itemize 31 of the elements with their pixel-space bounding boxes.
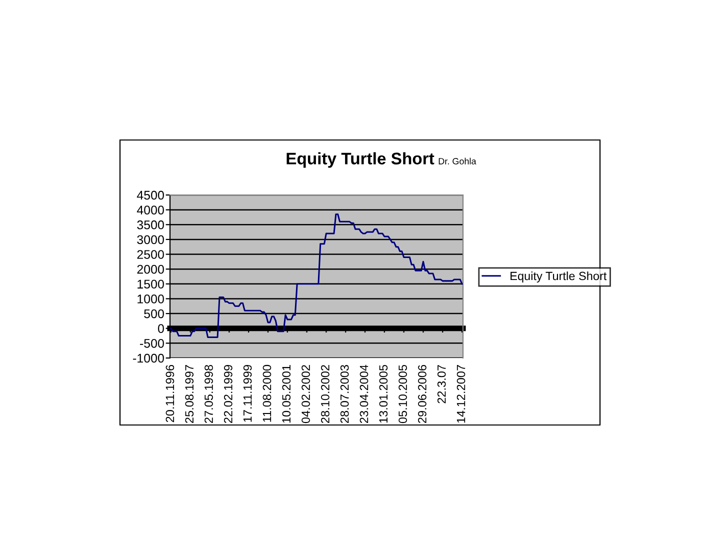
x-tick-label: 17.11.1999: [243, 365, 252, 422]
legend-label: Equity Turtle Short: [510, 271, 607, 283]
x-tick-label: 22.3.07: [437, 365, 446, 404]
x-tick-label: 28.10.2002: [321, 365, 330, 423]
x-tick-label: 11.08.2000: [262, 364, 272, 422]
x-tick-label: 22.02.1999: [224, 365, 232, 423]
y-tick-label: 1000: [138, 294, 164, 304]
y-tick-label: 3500: [137, 220, 164, 230]
y-tick-label: 500: [144, 309, 164, 318]
y-tick-label: 1500: [138, 280, 164, 289]
x-tick-label: 14.12.2007: [456, 365, 466, 423]
x-tick-label: 20.11.1996: [166, 364, 174, 422]
x-tick-label: 23.04.2004: [360, 364, 368, 423]
x-tick-label: 05.10.2005: [398, 364, 407, 424]
x-tick-label: 29.06.2006: [418, 364, 426, 423]
y-tick-label: 0: [158, 324, 164, 334]
x-tick-label: 13.01.2005: [379, 364, 388, 423]
y-tick-label: 2000: [137, 264, 164, 274]
y-tick-label: 2500: [137, 250, 164, 259]
x-tick-label: 04.02.2002: [302, 365, 310, 424]
x-tick-label: 27.05.1998: [204, 364, 213, 423]
y-tick-label: 4500: [136, 190, 164, 200]
x-tick-label: 28.07.2003: [340, 364, 349, 423]
chart-title: Equity Turtle Short: [286, 152, 434, 168]
y-tick-label: -500: [140, 338, 164, 348]
y-tick-label: -1000: [133, 354, 164, 363]
x-tick-label: 10.05.2001: [282, 365, 291, 423]
x-tick-label: 25.08.1997: [185, 365, 194, 423]
chart-subtitle: Dr. Gohla: [438, 158, 476, 164]
y-tick-label: 3000: [137, 235, 164, 244]
y-tick-label: 4000: [136, 206, 164, 214]
